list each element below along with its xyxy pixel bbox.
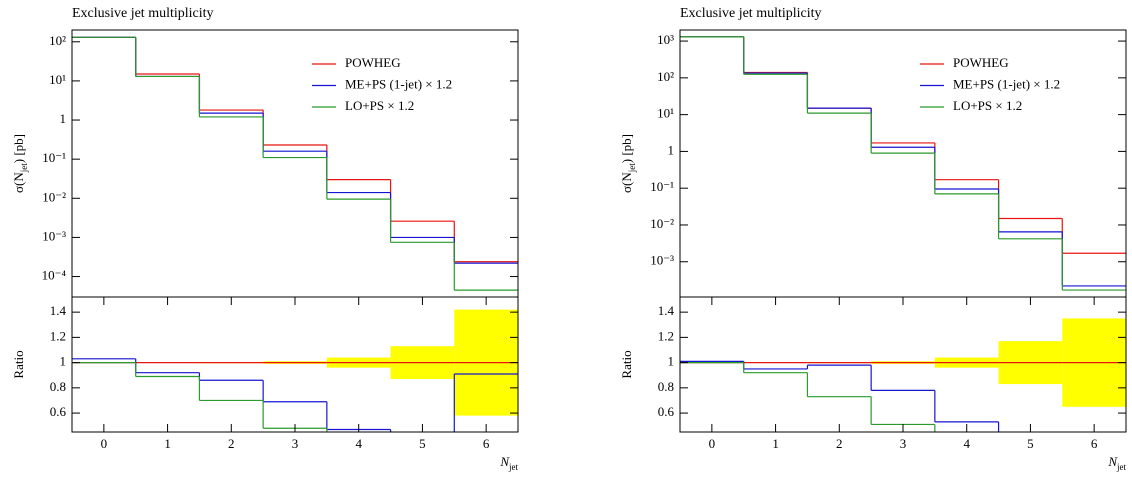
x-axis-label-part: jet <box>508 462 518 472</box>
plot-area <box>72 309 518 432</box>
y-tick-label: 1 <box>668 142 675 157</box>
x-axis-label-part: jet <box>1116 462 1126 472</box>
plot-frame <box>71 29 519 298</box>
legend-label: LO+PS × 1.2 <box>345 98 414 113</box>
y-tick-label: 10³ <box>657 32 674 47</box>
y-axis-label: σ(Njet) [pb] <box>11 134 29 193</box>
y-axis-label: σ(Njet) [pb] <box>619 134 637 193</box>
y-tick-label: 0.6 <box>658 404 675 419</box>
y-tick-label: 10² <box>49 33 66 48</box>
x-tick-label: 1 <box>772 436 779 451</box>
y-tick-label: 10¹ <box>657 106 674 121</box>
x-tick-label: 5 <box>1027 436 1034 451</box>
x-axis-label-part: N <box>499 454 510 469</box>
chart-title: Exclusive jet multiplicity <box>680 6 822 21</box>
x-tick-label: 4 <box>963 436 970 451</box>
y-axis-label-part: jet <box>627 163 637 173</box>
y-axis-label: Ratio <box>11 350 26 378</box>
y-tick-label: 10⁻¹ <box>650 179 674 194</box>
y-tick-label: 10¹ <box>49 72 66 87</box>
x-tick-label: 2 <box>836 436 843 451</box>
plot-area <box>72 36 518 291</box>
x-tick-label: 2 <box>228 436 235 451</box>
y-tick-label: 10⁻⁴ <box>42 268 67 283</box>
y-tick-label: 10⁻³ <box>650 253 674 268</box>
plot-area <box>680 36 1126 291</box>
y-tick-label: 1 <box>60 354 67 369</box>
y-tick-label: 0.8 <box>658 379 674 394</box>
y-tick-label: 0.6 <box>50 404 67 419</box>
x-axis-label: Njet <box>499 454 518 472</box>
y-tick-label: 10⁻¹ <box>42 150 66 165</box>
x-tick-label: 3 <box>900 436 907 451</box>
y-axis-label-part: σ(N <box>619 172 634 193</box>
y-axis-label-part: Ratio <box>619 350 634 378</box>
y-tick-label: 1.4 <box>50 303 67 318</box>
legend-label: ME+PS (1-jet) × 1.2 <box>345 76 452 91</box>
x-tick-label: 0 <box>709 436 716 451</box>
x-axis-label-part: N <box>1107 454 1118 469</box>
x-axis-label: Njet <box>1107 454 1126 472</box>
y-tick-label: 1 <box>668 354 675 369</box>
y-tick-label: 10⁻² <box>650 216 674 231</box>
y-axis-label-part: ) [pb] <box>619 134 634 163</box>
x-tick-label: 4 <box>355 436 362 451</box>
y-tick-label: 1 <box>60 111 67 126</box>
plot-area <box>680 318 1126 432</box>
x-tick-label: 0 <box>101 436 108 451</box>
y-axis-label-part: σ(N <box>11 172 26 193</box>
y-axis-label-part: ) [pb] <box>11 134 26 163</box>
y-axis-label: Ratio <box>619 350 634 378</box>
x-tick-label: 5 <box>419 436 426 451</box>
chart-title: Exclusive jet multiplicity <box>72 6 214 21</box>
y-tick-label: 1.2 <box>50 328 66 343</box>
y-tick-label: 1.2 <box>658 328 674 343</box>
y-tick-label: 10⁻³ <box>42 228 66 243</box>
y-axis-label-part: Ratio <box>11 350 26 378</box>
y-tick-label: 10⁻² <box>42 189 66 204</box>
x-tick-label: 6 <box>1091 436 1098 451</box>
x-tick-label: 6 <box>483 436 490 451</box>
legend-label: ME+PS (1-jet) × 1.2 <box>953 76 1060 91</box>
plot-frame <box>679 29 1127 298</box>
legend-label: LO+PS × 1.2 <box>953 98 1022 113</box>
legend-label: POWHEG <box>953 55 1009 70</box>
x-tick-label: 1 <box>164 436 171 451</box>
legend-label: POWHEG <box>345 55 401 70</box>
y-axis-label-part: jet <box>19 163 29 173</box>
y-tick-label: 10² <box>657 69 674 84</box>
x-tick-label: 3 <box>292 436 299 451</box>
y-tick-label: 1.4 <box>658 303 675 318</box>
y-tick-label: 0.8 <box>50 379 66 394</box>
